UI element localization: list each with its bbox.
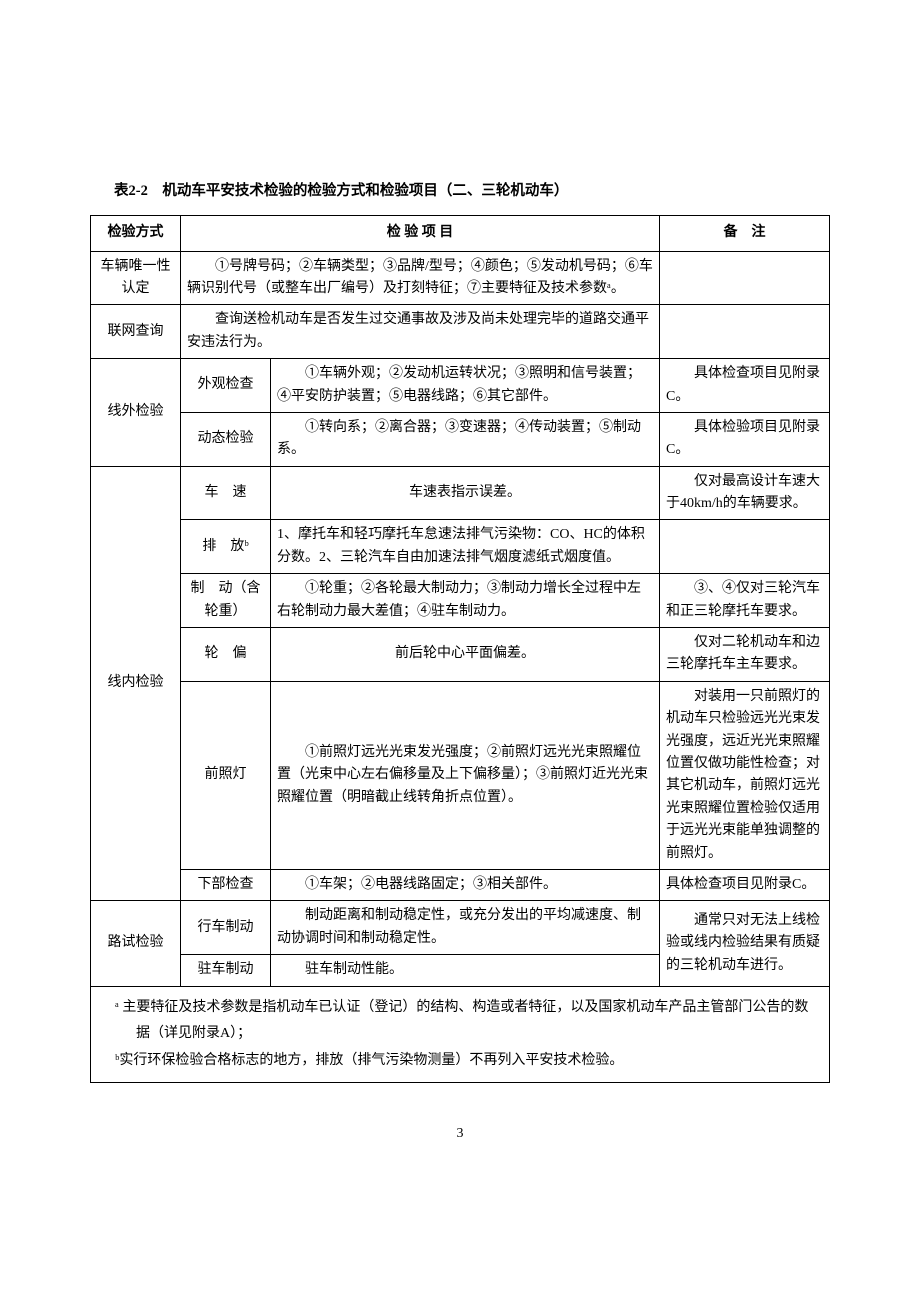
method-unique: 车辆唯一性认定 (91, 251, 181, 305)
page-number: 3 (90, 1123, 830, 1145)
method-road: 路试检验 (91, 901, 181, 986)
footnotes-cell: ᵃ 主要特征及技术参数是指机动车已认证（登记）的结构、构造或者特征，以及国家机动… (91, 986, 830, 1083)
note-unique (660, 251, 830, 305)
table-row: 动态检验 ①转向系；②离合器；③变速器；④传动装置；⑤制动系。 具体检验项目见附… (91, 412, 830, 466)
method-online: 线内检验 (91, 466, 181, 901)
table-row: 制 动（含轮重） ①轮重；②各轮最大制动力；③制动力增长全过程中左右轮制动力最大… (91, 574, 830, 628)
table-row: 路试检验 行车制动 制动距离和制动稳定性，或充分发出的平均减速度、制动协调时间和… (91, 901, 830, 955)
note-road: 通常只对无法上线检验或线内检验结果有质疑的三轮机动车进行。 (660, 901, 830, 986)
method-network: 联网查询 (91, 305, 181, 359)
content-under: ①车架；②电器线路固定；③相关部件。 (271, 869, 660, 900)
inspection-table: 检验方式 检 验 项 目 备 注 车辆唯一性认定 ①号牌号码；②车辆类型；③品牌… (90, 215, 830, 1083)
sub-dynamic: 动态检验 (181, 412, 271, 466)
note-dynamic: 具体检验项目见附录C。 (660, 412, 830, 466)
content-dynamic: ①转向系；②离合器；③变速器；④传动装置；⑤制动系。 (271, 412, 660, 466)
sub-under: 下部检查 (181, 869, 271, 900)
note-under: 具体检查项目见附录C。 (660, 869, 830, 900)
content-brake: ①轮重；②各轮最大制动力；③制动力增长全过程中左右轮制动力最大差值；④驻车制动力… (271, 574, 660, 628)
content-unique: ①号牌号码；②车辆类型；③品牌/型号；④颜色；⑤发动机号码；⑥车辆识别代号（或整… (181, 251, 660, 305)
table-row: 车辆唯一性认定 ①号牌号码；②车辆类型；③品牌/型号；④颜色；⑤发动机号码；⑥车… (91, 251, 830, 305)
content-speed: 车速表指示误差。 (271, 466, 660, 520)
header-notes: 备 注 (660, 216, 830, 251)
content-driving: 制动距离和制动稳定性，或充分发出的平均减速度、制动协调时间和制动稳定性。 (271, 901, 660, 955)
sub-emission: 排 放ᵇ (181, 520, 271, 574)
note-visual: 具体检查项目见附录C。 (660, 359, 830, 413)
footnote-b: ᵇ实行环保检验合格标志的地方，排放（排气污染物测量）不再列入平安技术检验。 (101, 1048, 819, 1075)
content-wheel: 前后轮中心平面偏差。 (271, 628, 660, 682)
note-wheel: 仅对二轮机动车和边三轮摩托车主车要求。 (660, 628, 830, 682)
content-visual: ①车辆外观；②发动机运转状况；③照明和信号装置；④平安防护装置；⑤电器线路；⑥其… (271, 359, 660, 413)
note-brake: ③、④仅对三轮汽车和正三轮摩托车要求。 (660, 574, 830, 628)
method-offline: 线外检验 (91, 359, 181, 467)
sub-parking: 驻车制动 (181, 955, 271, 986)
note-speed: 仅对最高设计车速大于40km/h的车辆要求。 (660, 466, 830, 520)
table-row: 前照灯 ①前照灯远光光束发光强度；②前照灯远光光束照耀位置（光束中心左右偏移量及… (91, 681, 830, 869)
footnote-a: ᵃ 主要特征及技术参数是指机动车已认证（登记）的结构、构造或者特征，以及国家机动… (101, 995, 819, 1048)
content-emission: 1、摩托车和轻巧摩托车怠速法排气污染物：CO、HC的体积分数。2、三轮汽车自由加… (271, 520, 660, 574)
table-title: 表2-2 机动车平安技术检验的检验方式和检验项目（二、三轮机动车） (114, 180, 830, 203)
sub-driving: 行车制动 (181, 901, 271, 955)
content-headlamp: ①前照灯远光光束发光强度；②前照灯远光光束照耀位置（光束中心左右偏移量及上下偏移… (271, 681, 660, 869)
table-row: 轮 偏 前后轮中心平面偏差。 仅对二轮机动车和边三轮摩托车主车要求。 (91, 628, 830, 682)
footnote-row: ᵃ 主要特征及技术参数是指机动车已认证（登记）的结构、构造或者特征，以及国家机动… (91, 986, 830, 1083)
sub-wheel: 轮 偏 (181, 628, 271, 682)
sub-headlamp: 前照灯 (181, 681, 271, 869)
content-parking: 驻车制动性能。 (271, 955, 660, 986)
header-items: 检 验 项 目 (181, 216, 660, 251)
table-row: 下部检查 ①车架；②电器线路固定；③相关部件。 具体检查项目见附录C。 (91, 869, 830, 900)
table-row: 排 放ᵇ 1、摩托车和轻巧摩托车怠速法排气污染物：CO、HC的体积分数。2、三轮… (91, 520, 830, 574)
note-emission (660, 520, 830, 574)
table-row: 联网查询 查询送检机动车是否发生过交通事故及涉及尚未处理完毕的道路交通平安违法行… (91, 305, 830, 359)
sub-brake: 制 动（含轮重） (181, 574, 271, 628)
note-headlamp: 对装用一只前照灯的机动车只检验远光光束发光强度，远近光光束照耀位置仅做功能性检查… (660, 681, 830, 869)
note-network (660, 305, 830, 359)
sub-speed: 车 速 (181, 466, 271, 520)
table-row: 线外检验 外观检查 ①车辆外观；②发动机运转状况；③照明和信号装置；④平安防护装… (91, 359, 830, 413)
header-method: 检验方式 (91, 216, 181, 251)
sub-visual: 外观检查 (181, 359, 271, 413)
table-row: 线内检验 车 速 车速表指示误差。 仅对最高设计车速大于40km/h的车辆要求。 (91, 466, 830, 520)
content-network: 查询送检机动车是否发生过交通事故及涉及尚未处理完毕的道路交通平安违法行为。 (181, 305, 660, 359)
